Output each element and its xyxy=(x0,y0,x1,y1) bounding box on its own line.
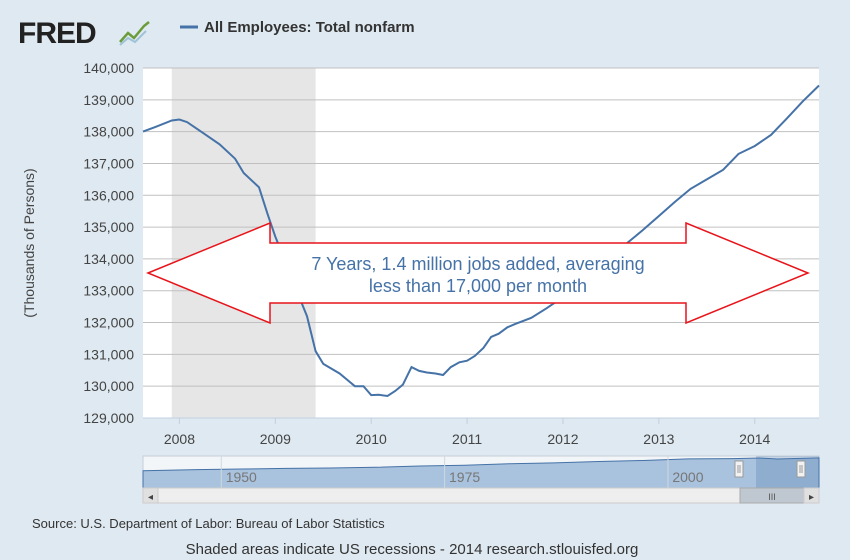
y-tick-label: 140,000 xyxy=(83,60,134,76)
x-tick-label: 2011 xyxy=(452,431,482,447)
y-tick-label: 139,000 xyxy=(83,92,134,108)
navigator-area xyxy=(142,457,820,489)
x-tick-label: 2009 xyxy=(260,431,291,447)
y-tick-label: 134,000 xyxy=(83,251,134,267)
y-tick-label: 136,000 xyxy=(83,187,134,203)
navigator-handle-right[interactable] xyxy=(796,460,806,478)
y-tick-label: 133,000 xyxy=(83,283,134,299)
source-note: Source: U.S. Department of Labor: Bureau… xyxy=(32,516,385,531)
navigator-year-label: 2000 xyxy=(672,469,703,485)
x-tick-label: 2008 xyxy=(164,431,195,447)
scroll-thumb-grip-icon: III xyxy=(768,492,776,502)
annotation-line-1: 7 Years, 1.4 million jobs added, averagi… xyxy=(311,254,644,274)
navigator-labels: 1950 1975 2000 xyxy=(220,456,704,488)
x-tick-label: 2014 xyxy=(739,431,770,447)
scroll-right-arrow-icon: ▸ xyxy=(809,492,814,503)
navigator-scrollbar[interactable] xyxy=(142,487,820,504)
series-line-group xyxy=(142,84,820,398)
y-axis-label: (Thousands of Persons) xyxy=(21,168,37,317)
x-tick-label: 2010 xyxy=(356,431,387,447)
navigator-year-label: 1975 xyxy=(449,469,480,485)
scroll-left-button[interactable] xyxy=(142,487,159,504)
recession-note: Shaded areas indicate US recessions - 20… xyxy=(186,541,639,558)
scroll-left-arrow-icon: ◂ xyxy=(148,492,153,503)
x-tick-label: 2013 xyxy=(643,431,674,447)
y-tick-label: 129,000 xyxy=(83,410,134,426)
x-tick-label: 2012 xyxy=(547,431,578,447)
legend-label[interactable]: All Employees: Total nonfarm xyxy=(204,19,415,36)
y-tick-label: 130,000 xyxy=(83,378,134,394)
y-tick-label: 131,000 xyxy=(83,346,134,362)
x-axis-ticks: 2008 2009 2010 2011 2012 2013 2014 xyxy=(143,417,819,447)
annotation-line-2: less than 17,000 per month xyxy=(369,276,587,296)
navigator-year-label: 1950 xyxy=(226,469,257,485)
scroll-right-button[interactable] xyxy=(803,487,820,504)
navigator-selection[interactable] xyxy=(756,456,819,488)
y-tick-label: 135,000 xyxy=(83,219,134,235)
navigator-series xyxy=(142,456,820,489)
y-axis-ticks: 129,000 130,000 131,000 132,000 133,000 134,0… xyxy=(83,60,134,426)
y-tick-label: 137,000 xyxy=(83,155,134,171)
navigator-handle-left[interactable] xyxy=(734,460,744,478)
y-tick-label: 132,000 xyxy=(83,315,134,331)
series-line-0[interactable] xyxy=(142,84,820,398)
fred-logo[interactable]: FRED xyxy=(18,17,97,50)
trend-line-icon xyxy=(119,21,150,46)
y-tick-label: 138,000 xyxy=(83,124,134,140)
double-arrow-annotation xyxy=(146,221,810,325)
